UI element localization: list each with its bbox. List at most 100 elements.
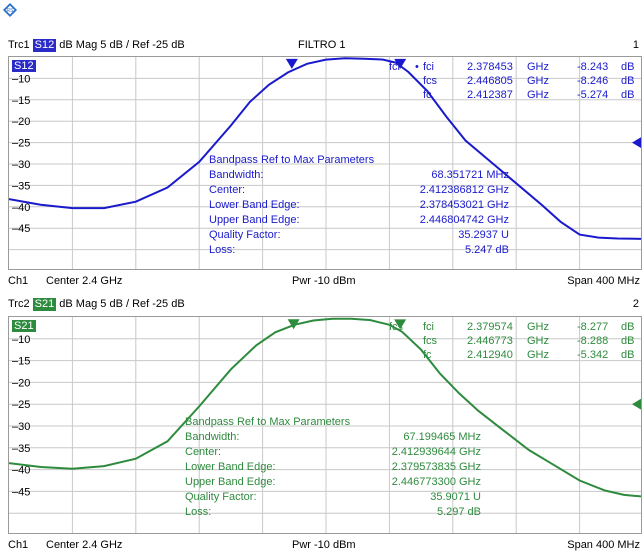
bandpass-row: Upper Band Edge: 2.446804742 GHz	[209, 214, 509, 229]
footer-channel-1: Ch1	[8, 275, 29, 287]
bandpass-row: Center: 2.412386812 GHz	[209, 184, 509, 199]
bandpass-value: 2.446804742 GHz	[419, 214, 509, 226]
y-tick-label: –25	[12, 138, 30, 150]
bandpass-label: Upper Band Edge:	[185, 476, 276, 488]
bandpass-value: 68.351721 MHz	[431, 169, 509, 181]
bandpass-row: Bandwidth: 67.199465 MHz	[185, 431, 481, 446]
channel-index-1: 1	[632, 39, 639, 51]
y-tick-label: –10	[12, 334, 30, 346]
marker-value: -5.274	[577, 89, 609, 101]
marker-label: fci	[285, 57, 298, 58]
marker-freq-unit: GHz	[527, 89, 549, 101]
bandpass-row: Bandwidth: 68.351721 MHz	[209, 169, 509, 184]
bandpass-row: Loss: 5.247 dB	[209, 244, 509, 259]
marker-freq-unit: GHz	[527, 61, 549, 73]
marker-value: -8.277	[577, 321, 609, 333]
bandpass-row: Loss: 5.297 dB	[185, 506, 481, 521]
bandpass-label: Quality Factor:	[185, 491, 257, 503]
trace-scale: 5 dB /	[100, 298, 130, 310]
marker-freq: 2.446805	[467, 75, 513, 87]
bandpass-value: 67.199465 MHz	[403, 431, 481, 443]
bandpass-value: 2.412939644 GHz	[391, 446, 481, 458]
bandpass-row: Quality Factor: 35.2937 U	[209, 229, 509, 244]
bandpass-info-2: Bandpass Ref to Max Parameters Bandwidth…	[185, 416, 481, 521]
trace-param-badge[interactable]: S12	[32, 39, 57, 52]
bandpass-row: Center: 2.412939644 GHz	[185, 446, 481, 461]
bandpass-value: 2.379573835 GHz	[391, 461, 481, 473]
footer-span-2: Span 400 MHz	[567, 539, 640, 551]
bandpass-label: Bandwidth:	[185, 431, 240, 443]
trace-ref: Ref -25 dB	[132, 298, 185, 310]
marker-value-unit: dB	[621, 75, 635, 87]
marker-value-unit: dB	[621, 61, 635, 73]
marker-fcs[interactable]: fcs	[393, 317, 408, 330]
marker-freq: 2.412940	[467, 349, 513, 361]
bandpass-label: Quality Factor:	[209, 229, 281, 241]
footer-power-2: Pwr -10 dBm	[292, 539, 356, 551]
trace-ref: Ref -25 dB	[132, 39, 185, 51]
diagram-area-2[interactable]: –10 –15 –20 –25 –30 –35 –40 –45 fci fcs fc S21 fcs…	[8, 316, 642, 534]
footer-center-1: Center 2.4 GHz	[46, 275, 123, 287]
grid	[9, 57, 641, 269]
bandpass-label: Center:	[185, 446, 222, 458]
footer-power-1: Pwr -10 dBm	[292, 275, 356, 287]
trace-header-2[interactable]: Trc2 S21 dB Mag 5 dB / Ref -25 dB	[8, 298, 185, 311]
svg-text:RS: RS	[7, 8, 15, 14]
trace-plot-1: –10 –15 –20 –25 –30 –35 –40 –45 fci fcs fc	[9, 57, 642, 269]
marker-label: fcs	[392, 57, 408, 58]
reference-level-arrow[interactable]	[632, 137, 642, 149]
marker-fci[interactable]: fci	[287, 317, 300, 330]
footer-channel-2: Ch1	[8, 539, 29, 551]
trace-param-badge[interactable]: S21	[32, 298, 57, 311]
marker-fcs[interactable]: fcs	[392, 57, 408, 69]
marker-freq-unit: GHz	[527, 321, 549, 333]
window-title: FILTRO 1	[298, 39, 346, 51]
footer-span-1: Span 400 MHz	[567, 275, 640, 287]
diagram-area-1[interactable]: –10 –15 –20 –25 –30 –35 –40 –45 fci fcs fc S12 fci…	[8, 56, 642, 270]
marker-name: fcs	[423, 75, 438, 87]
marker-freq: 2.412387	[467, 89, 513, 101]
marker-freq: 2.379574	[467, 321, 513, 333]
marker-value: -8.288	[577, 335, 609, 347]
bandpass-label: Bandwidth:	[209, 169, 264, 181]
bandpass-row: Lower Band Edge: 2.379573835 GHz	[185, 461, 481, 476]
y-tick-label: –45	[12, 223, 30, 235]
bandpass-value: 2.412386812 GHz	[419, 184, 509, 196]
bandpass-value: 35.2937 U	[458, 229, 509, 241]
marker-name: fci	[423, 321, 434, 333]
bandpass-label: Center:	[209, 184, 246, 196]
trace-label: Trc1	[8, 39, 30, 51]
y-tick-label: –35	[12, 180, 30, 192]
marker-name: fcs	[423, 335, 438, 347]
bandpass-row: Upper Band Edge: 2.446773300 GHz	[185, 476, 481, 491]
marker-value-unit: dB	[621, 349, 635, 361]
marker-freq-unit: GHz	[527, 349, 549, 361]
bandpass-row: Quality Factor: 35.9071 U	[185, 491, 481, 506]
trace-label: Trc2	[8, 298, 30, 310]
y-tick-label: –20	[12, 116, 30, 128]
marker-fci[interactable]: fci	[285, 57, 298, 69]
trace-param-label: S21	[12, 320, 36, 332]
y-tick-label: –20	[12, 377, 30, 389]
marker-value: -8.243	[577, 61, 609, 73]
reference-level-arrow[interactable]	[632, 398, 642, 410]
trace-header-1[interactable]: Trc1 S12 dB Mag 5 dB / Ref -25 dB	[8, 39, 185, 52]
marker-label: fcs	[393, 317, 408, 318]
bandpass-label: Upper Band Edge:	[209, 214, 300, 226]
channel-index-2: 2	[632, 298, 639, 310]
marker-name: fci	[389, 61, 400, 73]
bandpass-label: Loss:	[209, 244, 236, 256]
y-tick-label: –25	[12, 399, 30, 411]
marker-bullet: •	[415, 61, 419, 73]
marker-freq-unit: GHz	[527, 75, 549, 87]
marker-name: fc	[423, 89, 432, 101]
bandpass-value: 5.297 dB	[436, 506, 481, 518]
bandpass-value: 2.378453021 GHz	[419, 199, 509, 211]
bandpass-label: Loss:	[185, 506, 212, 518]
marker-name: fc	[423, 349, 432, 361]
footer-center-2: Center 2.4 GHz	[46, 539, 123, 551]
y-tick-label: –15	[12, 95, 30, 107]
y-tick-label: –15	[12, 356, 30, 368]
marker-freq: 2.378453	[467, 61, 513, 73]
marker-name: fcs	[389, 321, 404, 333]
